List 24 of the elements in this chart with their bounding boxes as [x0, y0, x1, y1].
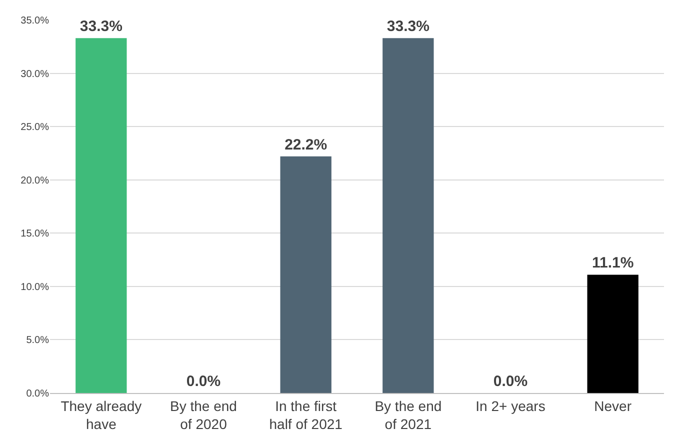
data-label: 33.3%: [80, 18, 122, 36]
data-label: 0.0%: [493, 373, 528, 390]
y-tick-label: 5.0%: [26, 335, 50, 346]
y-tick-label: 0.0%: [26, 388, 50, 400]
y-tick-label: 30.0%: [20, 68, 50, 80]
x-tick-label: They already have: [60, 398, 142, 432]
x-tick-label: By the end of 2020: [170, 398, 237, 432]
y-tick-label: 20.0%: [20, 175, 50, 186]
bar: [76, 38, 127, 393]
y-tick-label: 15.0%: [20, 228, 50, 240]
x-tick-label: Never: [594, 398, 632, 414]
bar: [587, 274, 638, 393]
x-tick-label: In the first half of 2021: [269, 398, 343, 432]
x-tick-label: In 2+ years: [476, 398, 546, 414]
data-label: 0.0%: [186, 373, 221, 390]
data-label: 11.1%: [592, 254, 634, 272]
data-label: 33.3%: [386, 18, 430, 36]
y-tick-label: 25.0%: [20, 122, 50, 134]
y-tick-label: 10.0%: [20, 282, 50, 293]
bar: [280, 156, 332, 393]
data-label: 22.2%: [284, 136, 328, 154]
y-tick-label: 35.0%: [20, 16, 50, 26]
bar: [382, 38, 434, 393]
x-tick-label: By the end of 2021: [374, 398, 442, 432]
